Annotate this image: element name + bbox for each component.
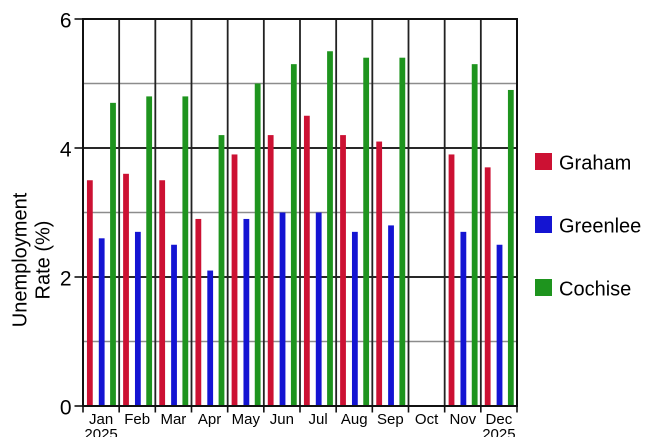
svg-text:6: 6	[60, 10, 72, 33]
svg-text:Jan: Jan	[89, 411, 113, 428]
svg-text:Nov: Nov	[449, 411, 476, 428]
svg-text:Sep: Sep	[377, 411, 404, 428]
svg-text:Oct: Oct	[415, 411, 439, 428]
svg-text:2025: 2025	[84, 426, 117, 437]
svg-text:0: 0	[60, 397, 72, 420]
svg-text:Unemployment: Unemployment	[10, 192, 32, 327]
svg-text:Jun: Jun	[270, 411, 294, 428]
svg-text:Aug: Aug	[341, 411, 368, 428]
svg-text:Apr: Apr	[198, 411, 221, 428]
svg-text:Mar: Mar	[160, 411, 186, 428]
svg-text:2025: 2025	[482, 426, 515, 437]
svg-text:Feb: Feb	[124, 411, 150, 428]
svg-text:4: 4	[60, 139, 72, 162]
svg-text:Cochise: Cochise	[559, 279, 631, 301]
svg-text:Graham: Graham	[559, 153, 631, 175]
svg-text:Rate (%): Rate (%)	[33, 221, 55, 300]
svg-text:May: May	[232, 411, 261, 428]
svg-text:Dec: Dec	[486, 411, 513, 428]
svg-text:Jul: Jul	[309, 411, 328, 428]
svg-text:Greenlee: Greenlee	[559, 216, 641, 238]
svg-text:2: 2	[60, 268, 72, 291]
